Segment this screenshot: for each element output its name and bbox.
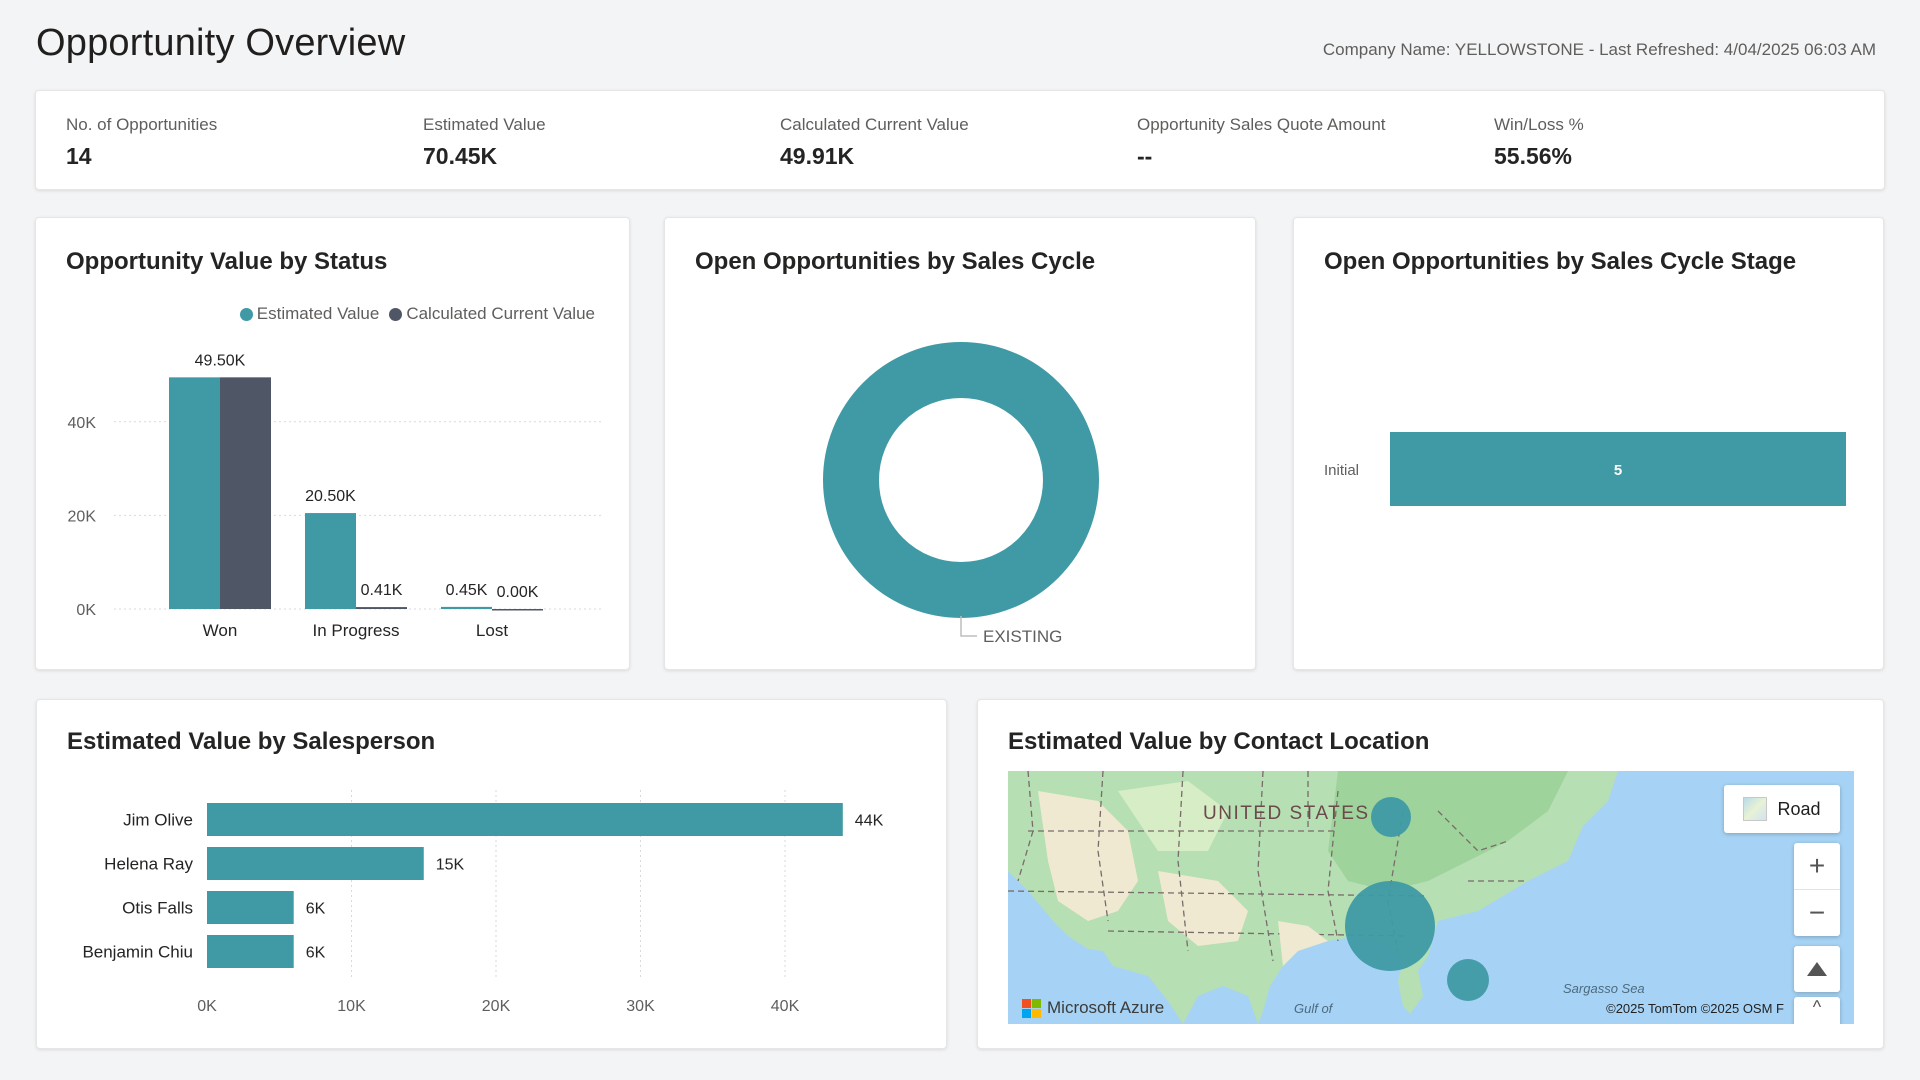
map-attribution[interactable]: ©2025 TomTom ©2025 OSM F: [1606, 1001, 1784, 1016]
kpi-value: 70.45K: [423, 143, 498, 169]
kpi-card: No. of Opportunities 14 Estimated Value …: [35, 90, 1885, 190]
bar-helena-ray[interactable]: [207, 847, 424, 880]
map-provider-label: Microsoft Azure: [1047, 998, 1165, 1017]
microsoft-logo-icon: [1022, 998, 1041, 1018]
bar-value-label: 5: [1614, 462, 1622, 479]
data-label-estimated: 0.45K: [446, 582, 488, 599]
chart-title: Opportunity Value by Status: [66, 248, 388, 275]
legend-dot: [389, 307, 403, 321]
x-category-label: Won: [203, 621, 238, 640]
bar-current-won[interactable]: [220, 377, 271, 609]
kpi-calculated-current-value[interactable]: Calculated Current Value 49.91K: [780, 115, 969, 170]
y-category-label: Helena Ray: [104, 855, 193, 874]
chart-title: Estimated Value by Contact Location: [1008, 728, 1430, 755]
data-label: 15K: [436, 857, 465, 874]
sales-cycle-stage-bar-chart[interactable]: Initial 5: [1294, 218, 1883, 669]
map-canvas[interactable]: UNITED STATES Gulf of Sargasso Sea Road …: [1008, 771, 1854, 1024]
zoom-in-icon[interactable]: +: [1794, 843, 1840, 890]
location-map-card[interactable]: Estimated Value by Contact Location: [977, 699, 1884, 1049]
map-tilt-icon[interactable]: [1794, 946, 1840, 992]
legend-label: Estimated Value: [256, 304, 380, 323]
bar-benjamin-chiu[interactable]: [207, 935, 294, 968]
y-tick-label: 40K: [68, 415, 97, 432]
map-country-label: UNITED STATES: [1203, 803, 1370, 824]
map-style-icon: [1743, 797, 1768, 821]
legend-label: Calculated Current Value: [406, 304, 595, 323]
y-category-label: Jim Olive: [123, 811, 193, 830]
sales-cycle-stage-card[interactable]: Open Opportunities by Sales Cycle Stage …: [1293, 217, 1884, 670]
kpi-opportunities-count[interactable]: No. of Opportunities 14: [66, 115, 217, 170]
map-style-road-button[interactable]: Road: [1724, 785, 1840, 833]
bar-jim-olive[interactable]: [207, 803, 843, 836]
page-title: Opportunity Overview: [36, 22, 406, 64]
kpi-value: --: [1137, 143, 1153, 169]
sales-cycle-card[interactable]: Open Opportunities by Sales Cycle EXISTI…: [664, 217, 1256, 670]
data-label-estimated: 49.50K: [195, 352, 246, 369]
map-pitch-up-icon[interactable]: ^: [1794, 997, 1840, 1024]
data-label: 6K: [306, 901, 326, 918]
status-bar-chart[interactable]: 40K 20K 0K 49.50K Won 20.50K 0.41K In Progress…: [36, 218, 629, 669]
kpi-sales-quote-amount[interactable]: Opportunity Sales Quote Amount --: [1137, 115, 1386, 170]
y-category-label: Benjamin Chiu: [82, 943, 193, 962]
kpi-value: 55.56%: [1494, 143, 1573, 169]
bar-category-label: Initial: [1324, 462, 1359, 479]
map-gulf-label: Gulf of: [1294, 1001, 1333, 1016]
y-category-label: Otis Falls: [122, 899, 193, 918]
bar-current-in-progress[interactable]: [356, 607, 407, 609]
map-style-label: Road: [1777, 798, 1821, 819]
bar-initial[interactable]: [1390, 432, 1846, 506]
kpi-value: 14: [66, 143, 92, 169]
x-tick-label: 40K: [771, 998, 800, 1015]
map-zoom-control: + −: [1794, 843, 1840, 936]
map-bubble-south[interactable]: [1447, 959, 1489, 1001]
kpi-label: Calculated Current Value: [780, 115, 969, 134]
chart-title: Open Opportunities by Sales Cycle: [695, 248, 1096, 275]
donut-leader-line: [960, 616, 977, 637]
legend-item-current[interactable]: Calculated Current Value: [389, 304, 595, 324]
x-tick-label: 10K: [337, 998, 366, 1015]
kpi-estimated-value[interactable]: Estimated Value 70.45K: [423, 115, 546, 170]
x-tick-label: 0K: [197, 998, 217, 1015]
legend-dot: [239, 307, 253, 321]
map-provider-logo: Microsoft Azure: [1022, 998, 1164, 1018]
y-tick-label: 0K: [76, 602, 96, 619]
data-label: 44K: [855, 813, 884, 830]
kpi-label: Opportunity Sales Quote Amount: [1137, 115, 1386, 134]
sales-cycle-donut-chart[interactable]: EXISTING: [665, 218, 1255, 669]
bar-estimated-lost[interactable]: [441, 606, 492, 609]
bar-otis-falls[interactable]: [207, 891, 294, 924]
x-category-label: In Progress: [313, 621, 400, 640]
chart-title: Open Opportunities by Sales Cycle Stage: [1324, 248, 1797, 275]
chart-title: Estimated Value by Salesperson: [67, 728, 436, 755]
kpi-win-loss[interactable]: Win/Loss % 55.56%: [1494, 115, 1584, 170]
donut-slice-existing[interactable]: [823, 342, 1099, 618]
chart-legend: Estimated Value Calculated Current Value: [239, 304, 595, 324]
map-bubble-north[interactable]: [1371, 797, 1411, 837]
map-sea-label: Sargasso Sea: [1563, 981, 1645, 996]
bar-estimated-in-progress[interactable]: [305, 513, 356, 609]
kpi-label: Win/Loss %: [1494, 115, 1584, 134]
salesperson-bar-chart[interactable]: 0K 10K 20K 30K 40K Jim Olive 44K Helena Ray 15K…: [37, 700, 946, 1048]
bar-current-lost[interactable]: [492, 609, 543, 611]
status-chart-card[interactable]: Opportunity Value by Status Estimated Va…: [35, 217, 630, 670]
zoom-out-icon[interactable]: −: [1808, 897, 1826, 928]
kpi-value: 49.91K: [780, 143, 855, 169]
bar-estimated-won[interactable]: [169, 377, 220, 609]
map-bubble-large[interactable]: [1345, 881, 1435, 971]
salesperson-chart-card[interactable]: Estimated Value by Salesperson 0K 10K 20K 3…: [36, 699, 947, 1049]
donut-slice-label: EXISTING: [983, 627, 1062, 646]
x-tick-label: 20K: [482, 998, 511, 1015]
company-refresh-info: Company Name: YELLOWSTONE - Last Refresh…: [1322, 40, 1876, 59]
x-category-label: Lost: [476, 621, 508, 640]
data-label-current: 0.00K: [497, 584, 539, 601]
legend-item-estimated[interactable]: Estimated Value: [239, 304, 380, 324]
data-label: 6K: [306, 945, 326, 962]
data-label-current: 0.41K: [361, 582, 403, 599]
kpi-label: No. of Opportunities: [66, 115, 218, 134]
data-label-estimated: 20.50K: [305, 488, 356, 505]
kpi-label: Estimated Value: [423, 115, 546, 134]
map-terrain: [1008, 771, 1618, 1024]
x-tick-label: 30K: [626, 998, 655, 1015]
y-tick-label: 20K: [68, 508, 97, 525]
